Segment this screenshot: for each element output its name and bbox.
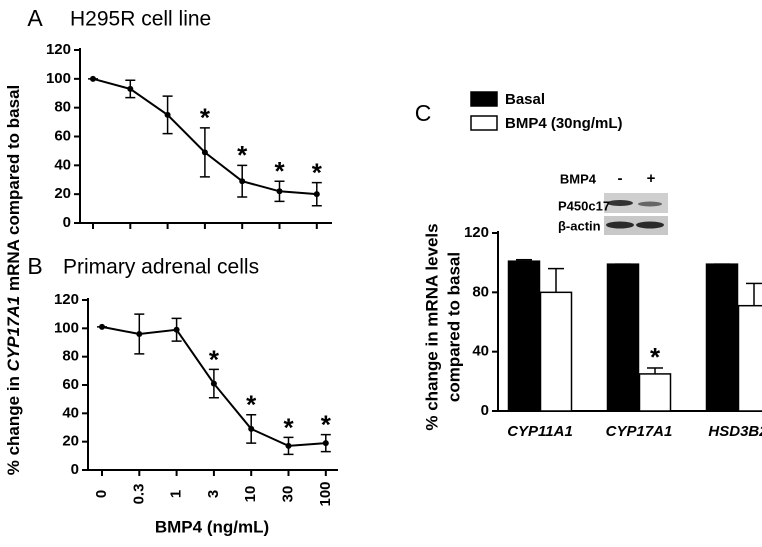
panel-title: H295R cell line bbox=[70, 8, 211, 31]
blot-band-label: P450c17 bbox=[558, 198, 610, 213]
point bbox=[313, 191, 320, 198]
x-tick-label: 0.3 bbox=[130, 484, 147, 505]
y-tick-label: 100 bbox=[46, 70, 71, 87]
bar bbox=[638, 373, 672, 412]
panel-letter: C bbox=[415, 100, 432, 126]
bar bbox=[705, 263, 739, 412]
legend-label: BMP4 (30ng/mL) bbox=[505, 115, 623, 132]
x-axis-label: BMP4 (ng/mL) bbox=[155, 517, 269, 536]
y-tick-label: 20 bbox=[62, 433, 79, 450]
panel-title: Primary adrenal cells bbox=[63, 256, 259, 279]
point bbox=[201, 149, 208, 156]
x-tick-label: HSD3B2 bbox=[708, 423, 762, 440]
point bbox=[164, 111, 171, 118]
y-tick-label: 40 bbox=[472, 343, 489, 360]
y-tick-label: 40 bbox=[54, 156, 71, 173]
blot-treatment: BMP4 bbox=[560, 171, 597, 186]
y-axis-label-part: mRNA compared to basal bbox=[4, 85, 23, 296]
x-tick-label: 100 bbox=[317, 481, 334, 506]
legend-label: Basal bbox=[505, 91, 545, 108]
blot-lane: + bbox=[647, 170, 656, 187]
significance: * bbox=[237, 140, 248, 170]
bar bbox=[737, 304, 762, 412]
y-tick-label: 100 bbox=[54, 319, 79, 336]
point bbox=[90, 75, 96, 82]
y-axis-label: % change in CYP17A1 mRNA compared to bas… bbox=[4, 85, 23, 476]
blot-band bbox=[636, 221, 664, 229]
blot-strip bbox=[604, 216, 668, 235]
blot-band bbox=[607, 200, 633, 206]
significance: * bbox=[321, 409, 332, 439]
y-tick-label: 80 bbox=[54, 99, 71, 116]
y-tick-label: 60 bbox=[54, 127, 71, 144]
y-tick-label: 80 bbox=[62, 348, 79, 365]
y-tick-label: 40 bbox=[62, 404, 79, 421]
significance: * bbox=[209, 344, 220, 374]
point bbox=[136, 331, 143, 337]
point bbox=[322, 440, 329, 447]
legend-swatch bbox=[470, 115, 498, 131]
blot-strip bbox=[604, 193, 668, 213]
blot-band bbox=[638, 201, 662, 207]
blot-band bbox=[606, 221, 634, 229]
y-tick-label: 0 bbox=[63, 214, 71, 231]
y-axis-label-part: % change in bbox=[4, 371, 23, 475]
bar bbox=[507, 260, 541, 412]
legend-swatch bbox=[470, 91, 498, 107]
point bbox=[99, 323, 105, 330]
point bbox=[248, 425, 255, 432]
x-tick-label: 10 bbox=[242, 486, 259, 503]
y-tick-label: 120 bbox=[46, 41, 71, 58]
y-tick-label: 0 bbox=[481, 402, 489, 419]
y-tick-label: 120 bbox=[464, 224, 489, 241]
bar bbox=[539, 291, 573, 412]
y-tick-label: 20 bbox=[54, 185, 71, 202]
x-tick-label: 1 bbox=[168, 490, 185, 498]
significance: * bbox=[200, 103, 211, 133]
significance: * bbox=[246, 390, 257, 420]
x-tick-label: 0 bbox=[93, 490, 110, 498]
y-tick-label: 120 bbox=[54, 291, 79, 308]
y-tick-label: 80 bbox=[472, 283, 489, 300]
blot-band-label: β-actin bbox=[558, 218, 601, 233]
panel-letter: A bbox=[27, 5, 43, 31]
significance: * bbox=[650, 342, 661, 372]
blot-lane: - bbox=[618, 170, 623, 187]
significance: * bbox=[312, 158, 323, 188]
bar bbox=[606, 263, 640, 412]
y-axis-label: % change in mRNA levels bbox=[422, 223, 441, 430]
x-tick-label: 3 bbox=[205, 490, 222, 498]
point bbox=[285, 442, 292, 449]
panel-letter: B bbox=[27, 253, 42, 279]
x-tick-label: 30 bbox=[279, 486, 296, 503]
x-tick-label: CYP17A1 bbox=[606, 423, 673, 440]
significance: * bbox=[274, 156, 285, 186]
point bbox=[173, 326, 180, 333]
point bbox=[276, 188, 283, 195]
y-tick-label: 0 bbox=[71, 461, 79, 478]
y-tick-label: 60 bbox=[62, 376, 79, 393]
y-axis-label-part: CYP17A1 bbox=[4, 296, 23, 372]
x-tick-label: CYP11A1 bbox=[507, 423, 573, 440]
point bbox=[239, 178, 246, 185]
point bbox=[210, 380, 217, 387]
y-axis-label: compared to basal bbox=[444, 252, 463, 402]
point bbox=[127, 85, 134, 92]
significance: * bbox=[283, 412, 294, 442]
blot bbox=[604, 193, 668, 235]
